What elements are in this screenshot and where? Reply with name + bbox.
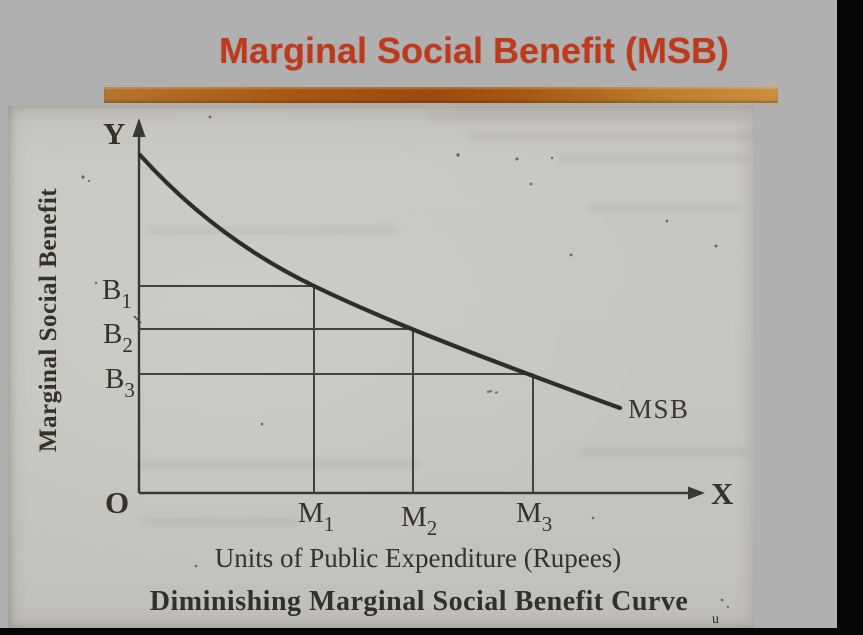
ink-speck <box>591 516 595 520</box>
ink-speck <box>208 115 212 119</box>
bleedthrough-smudge <box>148 226 398 234</box>
origin-label: O <box>105 485 129 520</box>
right-black-edge <box>837 0 863 635</box>
slide-title: Marginal Social Benefit (MSB) <box>218 30 730 71</box>
paper-specks <box>81 115 730 609</box>
ink-speck <box>260 422 264 426</box>
bleedthrough-smudge <box>138 460 420 468</box>
ink-speck <box>569 253 573 257</box>
bottom-black-edge <box>0 628 863 635</box>
bleedthrough-smudge <box>588 204 740 212</box>
b2-label: B2 <box>103 318 133 357</box>
x-axis-title: Units of Public Expenditure (Rupees) <box>215 543 621 573</box>
m2-label: M2 <box>401 501 437 540</box>
ink-speck <box>529 182 533 186</box>
ink-speck <box>714 244 718 248</box>
ink-speck <box>726 605 730 609</box>
stray-dash-mark <box>494 391 499 394</box>
figure-caption: Diminishing Marginal Social Benefit Curv… <box>150 586 689 617</box>
stray-dash-mark <box>486 390 493 393</box>
y-axis-title: Marginal Social Benefit <box>35 188 62 452</box>
title-underline-bar <box>104 87 778 103</box>
y-axis-letter: Y <box>103 116 125 151</box>
bleedthrough-smudge <box>428 112 746 122</box>
m1-label: M1 <box>298 497 334 536</box>
bleedthrough-smudge <box>578 448 750 457</box>
scanned-figure-paper <box>8 106 754 628</box>
y-axis-arrowhead <box>132 118 146 137</box>
msb-curve <box>137 152 623 411</box>
ink-speck <box>720 598 724 602</box>
ink-speck <box>665 219 669 223</box>
bleedthrough-smudge <box>468 132 754 141</box>
ink-speck <box>194 564 198 568</box>
ink-speck <box>456 153 460 157</box>
x-axis-arrowhead <box>688 486 705 500</box>
ink-speck <box>87 179 91 183</box>
b3-label: B3 <box>105 363 135 402</box>
x-axis-letter: X <box>711 476 734 511</box>
ink-speck <box>81 175 85 179</box>
ink-speck <box>550 156 554 160</box>
b1-label: B1 <box>102 274 132 313</box>
bleedthrough-smudge <box>558 154 750 163</box>
msb-curve-label: MSB <box>628 394 690 424</box>
bleedthrough-smudge <box>140 518 302 525</box>
ink-speck <box>515 157 519 161</box>
page-number-glyph: u <box>712 612 719 627</box>
b2-axis-tick <box>133 315 142 324</box>
m3-label: M3 <box>516 497 552 536</box>
ink-speck <box>94 281 98 285</box>
